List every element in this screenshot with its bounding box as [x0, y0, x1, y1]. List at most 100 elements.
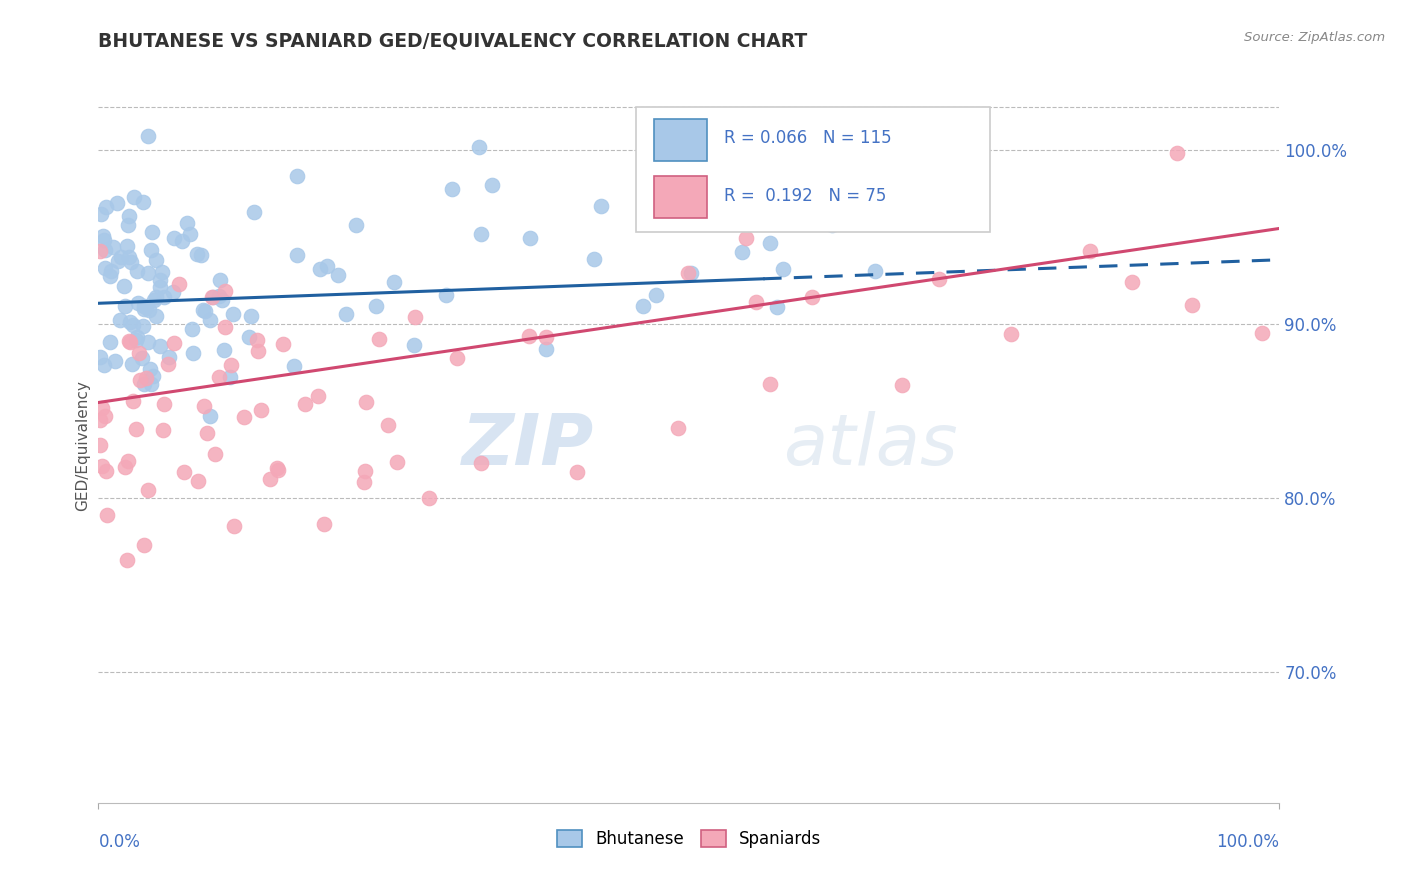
Point	[129, 373, 152, 387]
Point	[117, 454, 139, 468]
Point	[335, 307, 357, 321]
Point	[271, 336, 294, 351]
Legend: Bhutanese, Spaniards: Bhutanese, Spaniards	[550, 823, 828, 855]
Point	[377, 418, 399, 433]
Point	[114, 460, 136, 475]
Point	[135, 371, 157, 385]
Point	[353, 475, 375, 489]
Point	[176, 216, 198, 230]
Point	[208, 289, 231, 303]
Point	[121, 357, 143, 371]
Point	[94, 465, 117, 479]
Point	[136, 483, 159, 498]
Point	[131, 351, 153, 365]
Point	[534, 343, 557, 357]
FancyBboxPatch shape	[654, 120, 707, 161]
Point	[267, 463, 290, 477]
Point	[122, 318, 145, 333]
Point	[666, 420, 689, 434]
Point	[811, 197, 834, 211]
Point	[170, 234, 193, 248]
Point	[402, 338, 425, 352]
Point	[186, 246, 208, 260]
Point	[434, 287, 457, 301]
Point	[250, 403, 273, 417]
Point	[468, 139, 491, 153]
Point	[214, 320, 236, 334]
Point	[157, 350, 180, 364]
Point	[132, 537, 155, 551]
Point	[890, 377, 912, 392]
Point	[139, 362, 162, 376]
Point	[141, 225, 163, 239]
Point	[759, 236, 782, 251]
Point	[100, 264, 122, 278]
Point	[127, 295, 149, 310]
Point	[246, 333, 269, 347]
Point	[749, 206, 772, 220]
Point	[1181, 298, 1204, 312]
Point	[115, 239, 138, 253]
Text: Source: ZipAtlas.com: Source: ZipAtlas.com	[1244, 31, 1385, 45]
Point	[344, 219, 367, 233]
Point	[107, 254, 129, 268]
Point	[589, 199, 612, 213]
Point	[354, 464, 377, 478]
Point	[387, 455, 409, 469]
Point	[1121, 275, 1143, 289]
Point	[141, 243, 163, 257]
Text: atlas: atlas	[783, 411, 957, 481]
Point	[190, 247, 212, 261]
Point	[928, 271, 950, 285]
Point	[125, 422, 148, 436]
Point	[93, 358, 115, 372]
Point	[446, 351, 468, 365]
Point	[259, 472, 281, 486]
Point	[94, 244, 117, 258]
Point	[735, 230, 758, 244]
Point	[91, 229, 114, 244]
Point	[152, 423, 174, 437]
Point	[128, 345, 150, 359]
Point	[354, 394, 377, 409]
Point	[136, 266, 159, 280]
Point	[183, 346, 205, 360]
Point	[440, 182, 463, 196]
Point	[731, 245, 754, 260]
Point	[316, 259, 339, 273]
Point	[364, 299, 387, 313]
Point	[93, 233, 115, 247]
Point	[167, 277, 190, 292]
Point	[418, 491, 440, 506]
Text: 100.0%: 100.0%	[1216, 833, 1279, 851]
Point	[89, 207, 111, 221]
Point	[90, 458, 112, 473]
Y-axis label: GED/Equivalency: GED/Equivalency	[75, 381, 90, 511]
Point	[105, 196, 128, 211]
Point	[89, 350, 111, 364]
Point	[1166, 146, 1188, 161]
Point	[96, 508, 118, 523]
Point	[202, 290, 225, 304]
Point	[193, 399, 215, 413]
Point	[89, 438, 111, 452]
Point	[117, 218, 139, 232]
Point	[91, 401, 114, 415]
Point	[163, 231, 186, 245]
Point	[200, 409, 222, 423]
Point	[139, 376, 162, 391]
Point	[214, 285, 236, 299]
Point	[716, 182, 738, 196]
Point	[118, 335, 141, 350]
Point	[135, 300, 157, 314]
Point	[150, 265, 173, 279]
Point	[125, 333, 148, 347]
Point	[745, 294, 768, 309]
Point	[125, 264, 148, 278]
Point	[93, 260, 115, 275]
Point	[163, 336, 186, 351]
Point	[152, 397, 174, 411]
Point	[142, 369, 165, 384]
Point	[181, 322, 204, 336]
Point	[114, 299, 136, 313]
